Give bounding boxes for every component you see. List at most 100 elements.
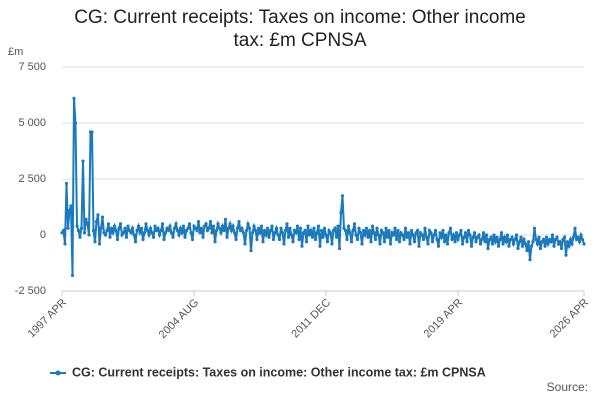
point bbox=[132, 233, 136, 237]
point bbox=[504, 240, 508, 244]
point bbox=[517, 240, 522, 244]
point bbox=[495, 235, 499, 239]
point bbox=[291, 240, 295, 244]
point bbox=[250, 231, 255, 235]
point bbox=[150, 231, 154, 235]
point bbox=[429, 231, 433, 235]
point bbox=[310, 235, 315, 239]
point bbox=[369, 240, 373, 244]
point bbox=[550, 233, 555, 237]
point bbox=[532, 226, 537, 230]
point bbox=[304, 240, 309, 244]
point bbox=[355, 237, 360, 242]
point bbox=[102, 231, 106, 235]
point bbox=[558, 240, 562, 244]
point bbox=[556, 242, 561, 246]
point bbox=[261, 240, 265, 244]
point bbox=[415, 228, 420, 233]
point bbox=[247, 226, 252, 230]
point bbox=[453, 240, 457, 244]
point bbox=[418, 231, 423, 235]
point bbox=[442, 240, 447, 244]
point bbox=[186, 226, 190, 230]
point bbox=[295, 224, 300, 228]
point bbox=[318, 244, 322, 248]
point bbox=[159, 228, 163, 233]
point bbox=[357, 226, 361, 230]
point bbox=[271, 237, 276, 242]
point bbox=[115, 237, 120, 242]
point bbox=[561, 237, 565, 242]
point bbox=[430, 240, 435, 244]
point bbox=[259, 224, 264, 228]
point bbox=[465, 240, 469, 244]
point bbox=[511, 242, 516, 246]
point bbox=[510, 235, 514, 239]
point bbox=[321, 235, 325, 239]
point bbox=[378, 242, 382, 246]
point bbox=[412, 240, 417, 244]
point bbox=[397, 240, 402, 244]
point bbox=[466, 228, 471, 233]
point bbox=[105, 228, 109, 233]
point bbox=[498, 237, 502, 242]
point bbox=[106, 222, 111, 226]
point bbox=[265, 226, 270, 230]
point bbox=[127, 228, 132, 233]
point bbox=[178, 226, 183, 230]
point bbox=[435, 237, 439, 242]
point bbox=[343, 228, 348, 233]
point bbox=[351, 228, 355, 233]
point bbox=[67, 208, 72, 212]
point bbox=[210, 231, 214, 235]
point bbox=[301, 231, 306, 235]
point bbox=[193, 226, 198, 230]
point bbox=[276, 233, 280, 237]
point bbox=[555, 235, 559, 239]
chart-title: CG: Current receipts: Taxes on income: O… bbox=[74, 7, 526, 51]
point bbox=[490, 242, 495, 246]
point bbox=[126, 224, 130, 228]
point bbox=[327, 228, 331, 233]
point bbox=[87, 233, 91, 237]
point bbox=[129, 231, 133, 235]
point bbox=[258, 231, 262, 235]
point bbox=[348, 231, 352, 235]
point bbox=[492, 233, 496, 237]
point bbox=[438, 231, 442, 235]
point bbox=[183, 235, 187, 239]
point bbox=[580, 237, 585, 242]
point bbox=[135, 228, 139, 233]
y-tick-label: -2 500 bbox=[15, 285, 46, 297]
point bbox=[235, 226, 240, 230]
point bbox=[198, 231, 202, 235]
point bbox=[538, 246, 543, 251]
point bbox=[85, 222, 90, 226]
point bbox=[559, 246, 564, 251]
point bbox=[298, 226, 303, 230]
point bbox=[180, 231, 184, 235]
point bbox=[391, 233, 396, 237]
point bbox=[544, 235, 549, 239]
point bbox=[151, 235, 156, 239]
point bbox=[352, 222, 357, 226]
point bbox=[570, 242, 574, 246]
source: Source: bbox=[547, 380, 588, 394]
point bbox=[246, 222, 250, 226]
point bbox=[564, 253, 568, 257]
point bbox=[181, 224, 186, 228]
y-tick-label: 7 500 bbox=[18, 61, 46, 73]
x-tick-label: 2026 APR bbox=[548, 297, 592, 341]
point bbox=[432, 233, 436, 237]
point bbox=[222, 228, 226, 233]
point bbox=[75, 224, 79, 228]
point bbox=[123, 226, 127, 230]
point bbox=[489, 235, 493, 239]
point bbox=[99, 226, 103, 230]
point bbox=[64, 181, 69, 186]
point bbox=[63, 242, 67, 246]
point bbox=[394, 237, 399, 242]
point bbox=[303, 228, 307, 233]
